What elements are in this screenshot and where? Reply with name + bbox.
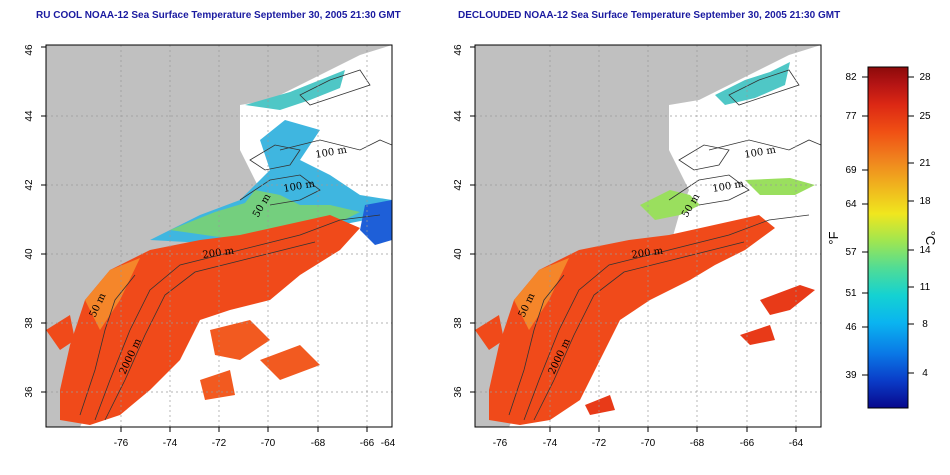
celsius-ticks: 28 25 21 18 14 11 8 4 (919, 72, 931, 379)
y-tick-label: 42 (24, 179, 35, 191)
y-tick-label: 38 (24, 317, 35, 329)
bathymetry-contours (508, 69, 821, 421)
x-axis-labels-left: -76 -74 -72 -70 -68 -66 -64 (114, 438, 396, 449)
panel-title-left: RU COOL NOAA-12 Sea Surface Temperature … (36, 10, 401, 21)
x-tick-label: -70 (261, 438, 276, 449)
celsius-tick: 21 (919, 158, 931, 169)
fahrenheit-tick: 82 (845, 72, 857, 83)
colorbar-ticks (862, 76, 914, 376)
celsius-unit-label: °C (923, 231, 938, 246)
y-axis-labels-right: 36 38 40 42 44 46 (453, 44, 464, 398)
x-tick-label: -64 (381, 438, 396, 449)
fahrenheit-tick: 69 (845, 165, 857, 176)
delaware-bay (475, 315, 504, 350)
warm-water-orange (514, 258, 569, 330)
x-tick-label: -76 (493, 438, 508, 449)
x-tick-label: -72 (592, 438, 607, 449)
celsius-tick: 18 (919, 196, 931, 207)
x-tick-label: -74 (163, 438, 178, 449)
y-tick-label: 36 (453, 386, 464, 398)
celsius-tick: 4 (922, 368, 928, 379)
cool-water-gulf (245, 70, 345, 110)
celsius-tick: 25 (919, 111, 931, 122)
x-tick-label: -76 (114, 438, 129, 449)
celsius-tick: 11 (920, 282, 931, 293)
y-tick-label: 40 (24, 248, 35, 260)
y-tick-label: 44 (24, 110, 35, 122)
bathymetry-contours (79, 69, 392, 421)
celsius-tick: 28 (919, 72, 931, 83)
cool-water-green (640, 178, 815, 220)
celsius-tick: 8 (922, 319, 928, 330)
cool-water-green (170, 190, 360, 240)
x-tick-label: -72 (212, 438, 227, 449)
y-tick-label: 46 (24, 44, 35, 56)
fahrenheit-tick: 77 (845, 111, 857, 122)
y-tick-label: 44 (453, 110, 464, 122)
fahrenheit-ticks: 82 77 69 64 57 51 46 39 (845, 72, 857, 381)
contour-label: 200 m (631, 246, 664, 261)
axis-ticks-right (470, 46, 797, 432)
map-panel-declouded (475, 45, 821, 427)
x-tick-label: -70 (641, 438, 656, 449)
graticule (475, 45, 821, 427)
map-panel-raw (46, 45, 392, 427)
x-tick-label: -66 (740, 438, 755, 449)
fahrenheit-tick: 57 (845, 247, 857, 258)
x-tick-label: -64 (789, 438, 804, 449)
x-tick-label: -68 (690, 438, 705, 449)
x-tick-label: -74 (543, 438, 558, 449)
contour-label: 200 m (202, 246, 235, 261)
x-tick-label: -68 (311, 438, 326, 449)
y-tick-label: 46 (453, 44, 464, 56)
y-tick-label: 36 (24, 386, 35, 398)
fahrenheit-tick: 64 (845, 199, 857, 210)
axis-ticks-left (41, 46, 368, 432)
graticule (46, 45, 392, 427)
y-tick-label: 38 (453, 317, 464, 329)
fahrenheit-unit-label: °F (826, 231, 841, 244)
warm-water-orange (85, 258, 140, 330)
panel-title-right: DECLOUDED NOAA-12 Sea Surface Temperatur… (458, 10, 841, 21)
delaware-bay (46, 315, 75, 350)
celsius-tick: 14 (919, 245, 931, 256)
y-tick-label: 42 (453, 179, 464, 191)
warm-water-patches (585, 285, 815, 415)
colorbar (867, 66, 909, 409)
y-axis-labels-left: 36 38 40 42 44 46 (24, 44, 35, 398)
fahrenheit-tick: 51 (845, 288, 857, 299)
fahrenheit-tick: 46 (845, 322, 857, 333)
fahrenheit-tick: 39 (845, 370, 857, 381)
x-tick-label: -66 (360, 438, 375, 449)
x-axis-labels-right: -76 -74 -72 -70 -68 -66 -64 (493, 438, 804, 449)
y-tick-label: 40 (453, 248, 464, 260)
warm-water-patches (200, 320, 320, 400)
cool-water-deep (360, 200, 392, 245)
